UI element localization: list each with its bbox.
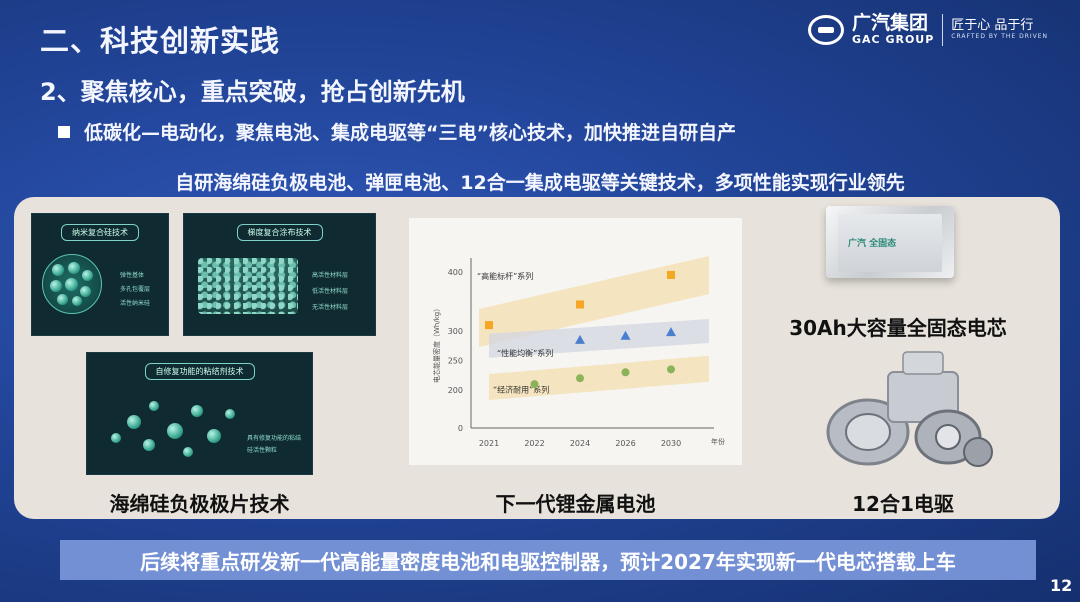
energy-density-chart: 0 200 250 300 400 2021 2022 2024 2026 2030 年份 电芯能量密… (432, 255, 725, 448)
data-point (576, 374, 584, 383)
gradient-coating-image: 梯度复合涂布技术 高活性材料层 低活性材料层 无活性材料层 (183, 213, 376, 336)
data-point (576, 300, 584, 309)
bullet-point: 低碳化—电动化，聚焦电池、集成电驱等“三电”核心技术，加快推进自研自产 (58, 118, 736, 145)
self-healing-binder-image: 自修复功能的粘结剂技术 具有修复功能的粘结 硅活性颗粒 (86, 352, 313, 475)
gac-logo: 广汽集团 GAC GROUP 匠于心 品于行 CRAFTED BY THE DR… (808, 12, 1049, 47)
x-axis-label: 年份 (711, 437, 725, 446)
chart-card: 0 200 250 300 400 2021 2022 2024 2026 2030 年份 电芯能量密… (409, 218, 742, 465)
card1-label: 弹性基体 (120, 272, 145, 279)
data-point (621, 368, 630, 377)
caption-lithium-metal: 下一代锂金属电池 (495, 492, 656, 516)
data-point (620, 330, 631, 340)
x-tick-label: 2026 (615, 439, 635, 448)
page-number: 12 (1050, 576, 1073, 595)
card2-title: 梯度复合涂布技术 (236, 224, 323, 241)
cell-brand-logo: 广汽 全固态 (848, 239, 897, 249)
card1-label: 活性纳米硅 (120, 300, 151, 307)
logo-slogan-en: CRAFTED BY THE DRIVEN (951, 33, 1049, 41)
caption-solid-state: 30Ah大容量全固态电芯 (789, 316, 1007, 340)
caption-electric-drive: 12合1电驱 (852, 492, 954, 516)
x-tick-label: 2030 (661, 439, 681, 448)
page-title: 二、科技创新实践 (40, 24, 281, 58)
card2-label: 低活性材料层 (312, 288, 349, 295)
series-label: “经济耐用”系列 (493, 385, 549, 395)
logo-divider (942, 14, 944, 46)
series-band (489, 319, 709, 358)
bullet-square-icon (58, 125, 70, 138)
solid-state-cell-photo: 广汽 全固态 (820, 202, 960, 286)
y-tick-label: 300 (448, 327, 463, 336)
y-tick-label: 200 (448, 386, 463, 395)
subtitle: 自研海绵硅负极电池、弹匣电池、12合一集成电驱等关键技术，多项性能实现行业领先 (175, 172, 905, 194)
series-band (489, 355, 709, 401)
bottom-banner-text: 后续将重点研发新一代高能量密度电池和电驱控制器，预计2027年实现新一代电芯搭载… (140, 549, 956, 574)
nano-silicon-image: 纳米复合硅技术 弹性基体 多孔包覆层 活性纳米硅 (31, 213, 169, 336)
caption-sponge-silicon: 海绵硅负极极片技术 (109, 492, 290, 516)
series-label: “性能均衡”系列 (497, 348, 553, 358)
bullet-text: 低碳化—电动化，聚焦电池、集成电驱等“三电”核心技术，加快推进自研自产 (84, 122, 736, 144)
section-heading: 2、聚焦核心，重点突破，抢占创新先机 (40, 78, 465, 106)
data-point (530, 380, 539, 389)
logo-slogan-cn: 匠于心 品于行 (951, 18, 1034, 34)
y-tick-label: 0 (458, 424, 463, 433)
x-tick-label: 2022 (524, 439, 544, 448)
y-axis-label: 电芯能量密度（Wh/kg） (432, 305, 441, 383)
card1-label: 多孔包覆层 (120, 286, 151, 293)
data-point (575, 334, 585, 344)
series-band (479, 255, 709, 348)
data-point (667, 270, 675, 279)
card3-label: 硅活性颗粒 (247, 447, 278, 454)
electric-drive-photo (808, 342, 998, 472)
data-point (666, 327, 676, 337)
series-label: “高能标杆”系列 (477, 271, 533, 281)
bottom-banner: 后续将重点研发新一代高能量密度电池和电驱控制器，预计2027年实现新一代电芯搭载… (60, 540, 1036, 580)
logo-en: GAC GROUP (852, 33, 935, 47)
y-tick-label: 250 (448, 357, 463, 366)
gac-emblem-icon (808, 15, 844, 45)
card1-title: 纳米复合硅技术 (61, 224, 139, 241)
data-point (667, 365, 675, 374)
x-tick-label: 2021 (479, 439, 499, 448)
coating-layers-icon (198, 258, 298, 314)
card3-title: 自修复功能的粘结剂技术 (144, 363, 255, 380)
data-point (485, 321, 493, 330)
card2-label: 无活性材料层 (312, 304, 349, 311)
card3-label: 具有修复功能的粘结 (247, 435, 302, 442)
x-tick-label: 2024 (570, 439, 590, 448)
y-tick-label: 400 (448, 268, 463, 277)
card2-label: 高活性材料层 (312, 272, 349, 279)
logo-cn: 广汽集团 (852, 12, 929, 35)
